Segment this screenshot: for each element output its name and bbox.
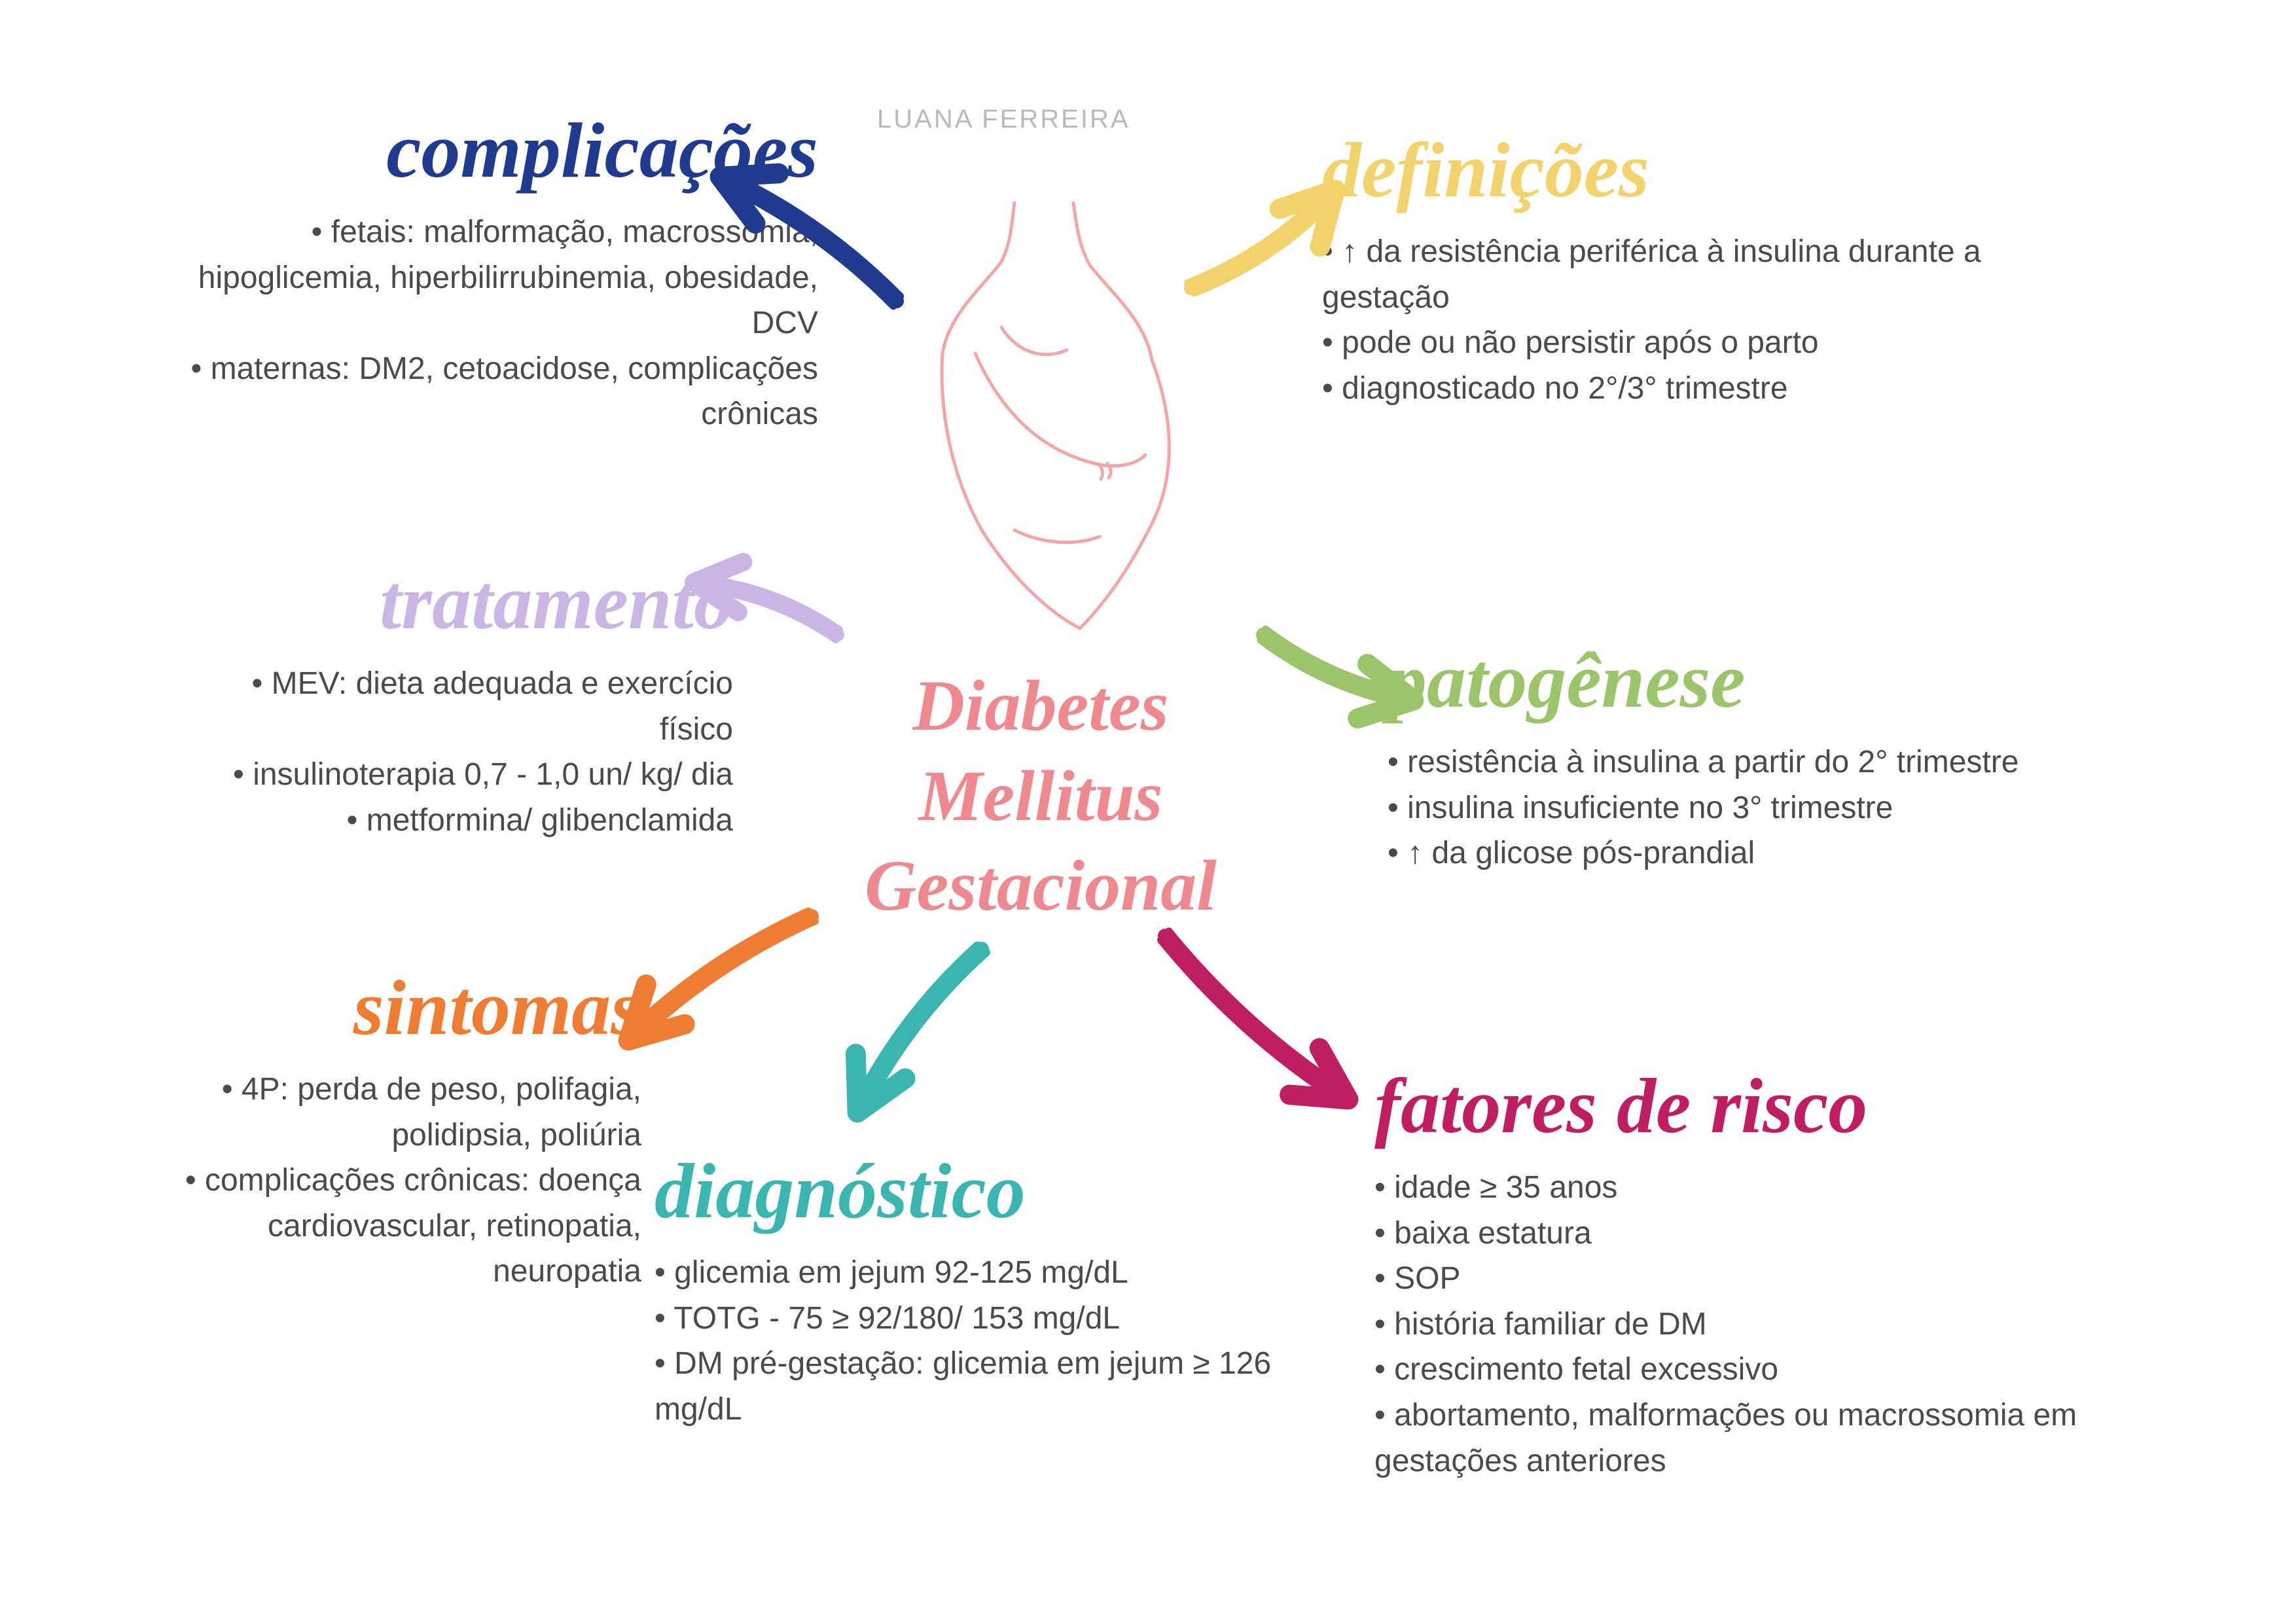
branch-head-diagnostico: diagnóstico xyxy=(655,1152,1309,1230)
branch-item: fetais: malformação, macrossomia, hipogl… xyxy=(164,209,818,346)
branch-head-sintomas: sintomas xyxy=(144,969,641,1047)
center-title-line: Diabetes xyxy=(831,661,1250,751)
branch-head-complicacoes: complicações xyxy=(164,111,818,190)
branch-patogenese: patogênese resistência à insulina a parti… xyxy=(1388,641,2140,876)
branch-item: 4P: perda de peso, polifagia, polidipsia… xyxy=(144,1067,641,1158)
branch-item: glicemia em jejum 92-125 mg/dL xyxy=(655,1250,1309,1296)
branch-list-patogenese: resistência à insulina a partir do 2° tr… xyxy=(1388,740,2140,876)
branch-item: história familiar de DM xyxy=(1374,1302,2160,1347)
branch-item: insulinoterapia 0,7 - 1,0 un/ kg/ dia xyxy=(196,752,733,798)
branch-item: ↑ da resistência periférica à insulina d… xyxy=(1322,229,2009,320)
branch-list-definicoes: ↑ da resistência periférica à insulina d… xyxy=(1322,229,2009,411)
branch-item: complicações crônicas: doença cardiovasc… xyxy=(144,1158,641,1294)
branch-item: MEV: dieta adequada e exercício físico xyxy=(196,661,733,752)
branch-fatores: fatores de risco idade ≥ 35 anosbaixa est… xyxy=(1374,1067,2160,1484)
branch-list-fatores: idade ≥ 35 anosbaixa estaturaSOPhistória… xyxy=(1374,1165,2160,1484)
branch-item: abortamento, malformações ou macrossomia… xyxy=(1374,1393,2160,1484)
branch-list-diagnostico: glicemia em jejum 92-125 mg/dLTOTG - 75 … xyxy=(655,1250,1309,1432)
branch-item: DM pré-gestação: glicemia em jejum ≥ 126… xyxy=(655,1341,1309,1432)
branch-item: diagnosticado no 2°/3° trimestre xyxy=(1322,366,2009,412)
branch-item: TOTG - 75 ≥ 92/180/ 153 mg/dL xyxy=(655,1296,1309,1342)
branch-item: maternas: DM2, cetoacidose, complicações… xyxy=(164,346,818,437)
branch-item: idade ≥ 35 anos xyxy=(1374,1165,2160,1211)
branch-complicacoes: complicações fetais: malformação, macross… xyxy=(164,111,818,437)
branch-head-patogenese: patogênese xyxy=(1388,641,2140,720)
author-credit: LUANA FERREIRA xyxy=(877,105,1130,134)
center-title-line: Gestacional xyxy=(831,841,1250,931)
branch-item: SOP xyxy=(1374,1256,2160,1302)
branch-item: metformina/ glibenclamida xyxy=(196,798,733,844)
branch-tratamento: tratamento MEV: dieta adequada e exercíci… xyxy=(196,563,733,843)
branch-list-tratamento: MEV: dieta adequada e exercício físicoin… xyxy=(196,661,733,843)
branch-definicoes: definições ↑ da resistência periférica à … xyxy=(1322,131,2009,411)
branch-item: baixa estatura xyxy=(1374,1211,2160,1257)
arrow-sintomas xyxy=(625,912,815,1046)
branch-item: pode ou não persistir após o parto xyxy=(1322,320,2009,366)
branch-list-complicacoes: fetais: malformação, macrossomia, hipogl… xyxy=(164,209,818,437)
branch-item: insulina insuficiente no 3° trimestre xyxy=(1388,785,2140,831)
arrow-fatores xyxy=(1161,931,1352,1103)
branch-head-definicoes: definições xyxy=(1322,131,2009,209)
center-title-line: Mellitus xyxy=(831,751,1250,842)
branch-diagnostico: diagnóstico glicemia em jejum 92-125 mg/d… xyxy=(655,1152,1309,1432)
branch-item: crescimento fetal excessivo xyxy=(1374,1347,2160,1393)
branch-head-fatores: fatores de risco xyxy=(1374,1067,2160,1145)
branch-item: resistência à insulina a partir do 2° tr… xyxy=(1388,740,2140,785)
branch-list-sintomas: 4P: perda de peso, polifagia, polidipsia… xyxy=(144,1067,641,1294)
arrow-diagnostico xyxy=(853,946,986,1116)
branch-sintomas: sintomas 4P: perda de peso, polifagia, po… xyxy=(144,969,641,1294)
branch-head-tratamento: tratamento xyxy=(196,563,733,641)
branch-item: ↑ da glicose pós-prandial xyxy=(1388,830,2140,876)
center-title: DiabetesMellitusGestacional xyxy=(831,661,1250,931)
pregnant-illustration xyxy=(903,190,1217,648)
